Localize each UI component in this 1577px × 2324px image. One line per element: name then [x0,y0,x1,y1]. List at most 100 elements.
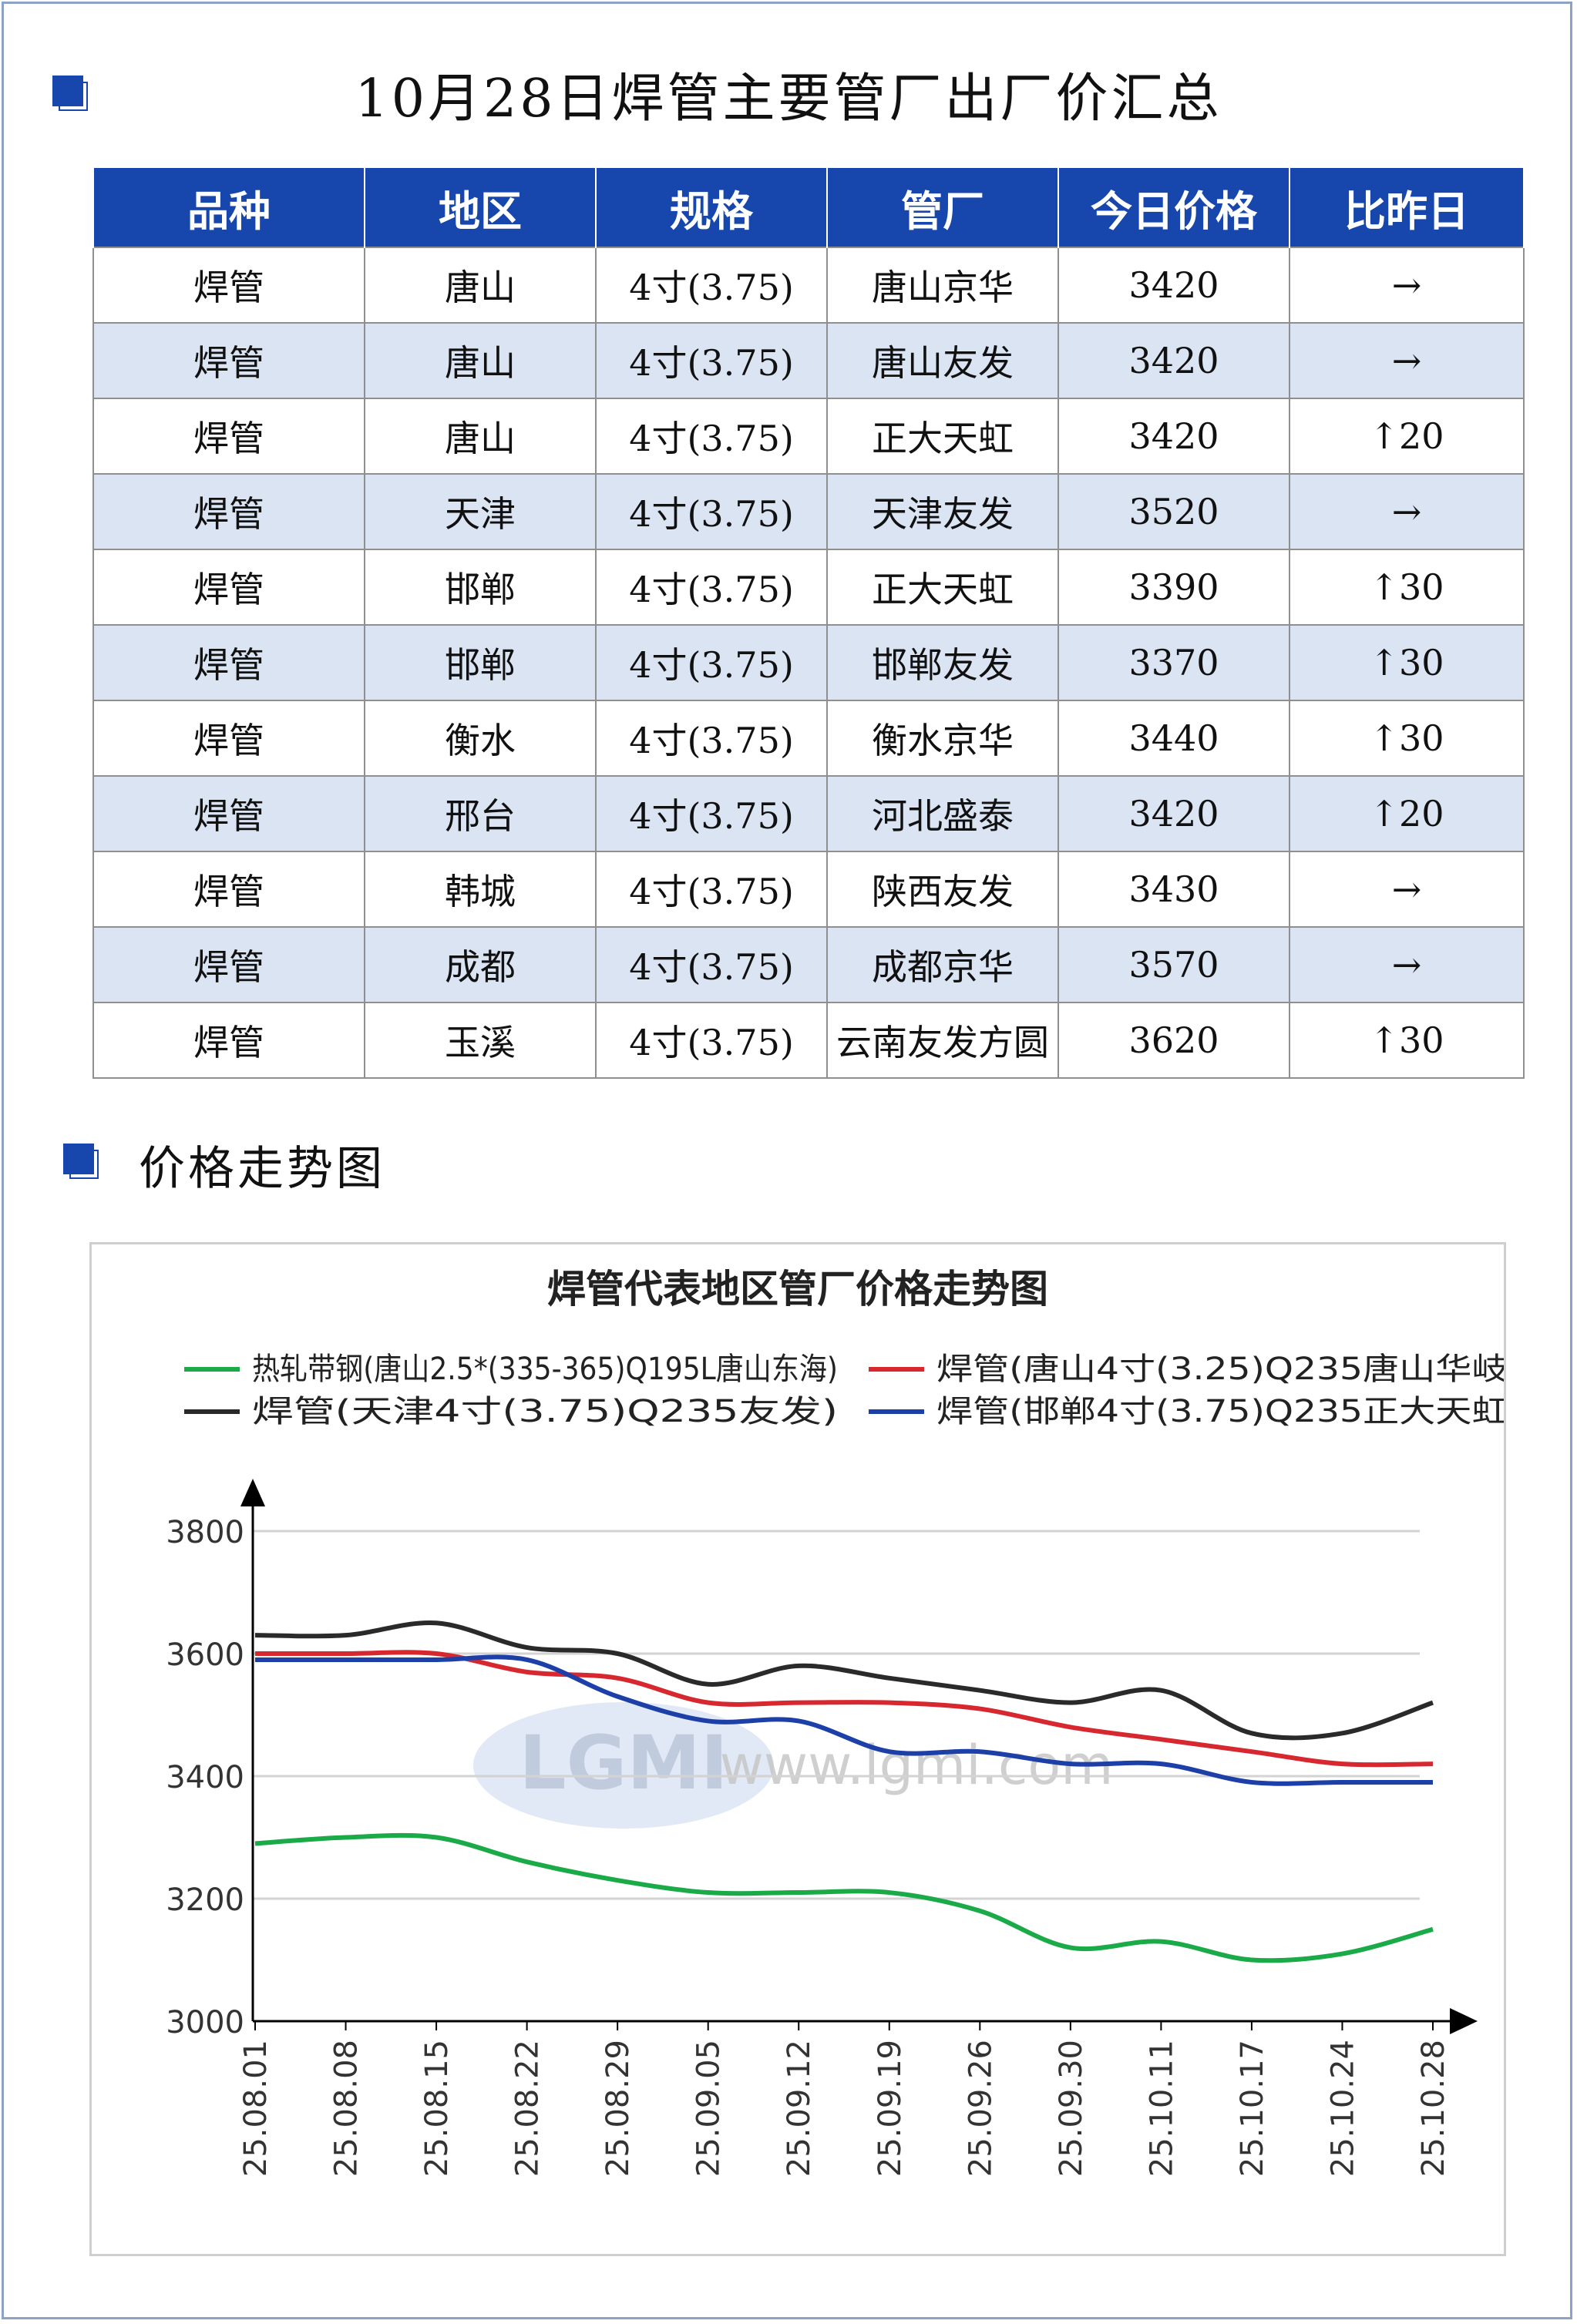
chart-gridlines [253,1530,1420,1900]
table-row: 焊管 唐山 4寸(3.75) 唐山友发 3420 → [92,322,1525,399]
x-tick-label: 25.08.22 [510,2040,546,2177]
y-tick-label: 3800 [166,1515,244,1550]
cell-mill: 唐山京华 [826,247,1059,324]
cell-mill: 唐山友发 [826,322,1059,399]
cell-variety: 焊管 [92,700,365,777]
table-row: 焊管 邯郸 4寸(3.75) 邯郸友发 3370 ↑30 [92,624,1525,701]
section-bullet-icon [63,1144,99,1179]
column-header: 品种 [92,168,365,247]
cell-change: → [1289,851,1525,928]
cell-variety: 焊管 [92,398,365,475]
x-tick-label: 25.10.17 [1235,2040,1270,2177]
series-line-3 [255,1654,1433,1786]
cell-spec: 4寸(3.75) [595,926,828,1003]
cell-variety: 焊管 [92,473,365,550]
watermark-logo-ellipse [473,1702,774,1829]
cell-region: 唐山 [364,398,597,475]
title-bullet-icon [52,76,88,111]
cell-variety: 焊管 [92,926,365,1003]
column-header: 地区 [364,168,597,247]
cell-price: 3420 [1057,247,1290,324]
table-row: 焊管 成都 4寸(3.75) 成都京华 3570 → [92,926,1525,1003]
cell-variety: 焊管 [92,549,365,626]
cell-change: ↑20 [1289,775,1525,852]
watermark-logo-text: LGMI [519,1720,728,1806]
chart-axes [240,1479,1478,2034]
cell-change: ↑30 [1289,1002,1525,1079]
cell-region: 邯郸 [364,549,597,626]
legend-label: 热轧带钢(唐山2.5*(335-365)Q195L唐山东海) [252,1352,838,1387]
x-axis-ticks: 25.08.01 25.08.08 25.08.15 25.08.22 25.08.29… [238,2021,1451,2177]
y-tick-label: 3000 [166,2005,244,2040]
x-tick-label: 25.09.26 [963,2040,998,2177]
series-line-2 [254,1620,1434,1741]
y-tick-label: 3600 [166,1637,244,1673]
chart-container: 焊管代表地区管厂价格走势图 LGMI www.lgmi.com 3000 3200 3… [89,1242,1522,2256]
table-row: 焊管 韩城 4寸(3.75) 陕西友发 3430 → [92,851,1525,928]
column-header: 规格 [595,168,828,247]
cell-region: 邢台 [364,775,597,852]
chart-title: 焊管代表地区管厂价格走势图 [547,1267,1048,1311]
cell-mill: 河北盛泰 [826,775,1059,852]
cell-mill: 天津友发 [826,473,1059,550]
x-tick-label: 25.08.01 [238,2040,274,2177]
cell-spec: 4寸(3.75) [595,473,828,550]
cell-change: ↑30 [1289,624,1525,701]
cell-price: 3420 [1057,398,1290,475]
table-row: 焊管 天津 4寸(3.75) 天津友发 3520 → [92,473,1525,550]
cell-mill: 陕西友发 [826,851,1059,928]
y-tick-label: 3200 [166,1882,244,1918]
column-header: 比昨日 [1289,168,1525,247]
cell-price: 3620 [1057,1002,1290,1079]
cell-mill: 衡水京华 [826,700,1059,777]
cell-spec: 4寸(3.75) [595,549,828,626]
x-tick-label: 25.08.15 [419,2040,455,2177]
table-row: 焊管 玉溪 4寸(3.75) 云南友发方圆 3620 ↑30 [92,1002,1525,1079]
cell-variety: 焊管 [92,775,365,852]
x-tick-label: 25.09.12 [782,2040,817,2177]
x-tick-label: 25.08.08 [329,2040,365,2177]
cell-change: → [1289,473,1525,550]
cell-spec: 4寸(3.75) [595,624,828,701]
cell-spec: 4寸(3.75) [595,398,828,475]
cell-region: 韩城 [364,851,597,928]
cell-change: → [1289,247,1525,324]
cell-variety: 焊管 [92,624,365,701]
watermark-url-text: www.lgmi.com [720,1734,1114,1797]
cell-variety: 焊管 [92,247,365,324]
page-title: 10月28日焊管主要管厂出厂价汇总 [355,69,1222,129]
cell-price: 3370 [1057,624,1290,701]
chart-series [254,1620,1434,1963]
cell-variety: 焊管 [92,322,365,399]
section-title: 价格走势图 [139,1142,385,1196]
cell-region: 天津 [364,473,597,550]
y-tick-label: 3400 [166,1760,244,1795]
cell-spec: 4寸(3.75) [595,851,828,928]
series-line-1 [255,1650,1434,1768]
cell-mill: 成都京华 [826,926,1059,1003]
x-axis-arrow-icon [1450,2008,1478,2034]
column-header: 管厂 [826,168,1059,247]
cell-change: ↑30 [1289,700,1525,777]
table-row: 焊管 唐山 4寸(3.75) 唐山京华 3420 → [92,247,1525,324]
column-header: 今日价格 [1057,168,1290,247]
x-tick-label: 25.10.11 [1144,2040,1179,2177]
chart-legend: 热轧带钢(唐山2.5*(335-365)Q195L唐山东海) 焊管(唐山4寸(3.… [184,1352,1522,1429]
x-tick-label: 25.08.29 [600,2040,636,2177]
cell-price: 3430 [1057,851,1290,928]
table-row: 焊管 邯郸 4寸(3.75) 正大天虹 3390 ↑30 [92,549,1525,626]
y-axis-arrow-icon [240,1479,265,1506]
cell-mill: 云南友发方圆 [826,1002,1059,1079]
cell-region: 唐山 [364,247,597,324]
cell-mill: 正大天虹 [826,549,1059,626]
cell-variety: 焊管 [92,851,365,928]
cell-spec: 4寸(3.75) [595,322,828,399]
y-axis-ticks: 3000 3200 3400 3600 3800 [166,1515,244,2040]
cell-price: 3570 [1057,926,1290,1003]
cell-region: 成都 [364,926,597,1003]
cell-mill: 邯郸友发 [826,624,1059,701]
cell-change: ↑20 [1289,398,1525,475]
cell-spec: 4寸(3.75) [595,775,828,852]
price-table: 品种 地区 规格 管厂 今日价格 比昨日 焊管 唐山 4寸(3.75) 唐山京华 342… [92,168,1525,1079]
cell-price: 3420 [1057,322,1290,399]
